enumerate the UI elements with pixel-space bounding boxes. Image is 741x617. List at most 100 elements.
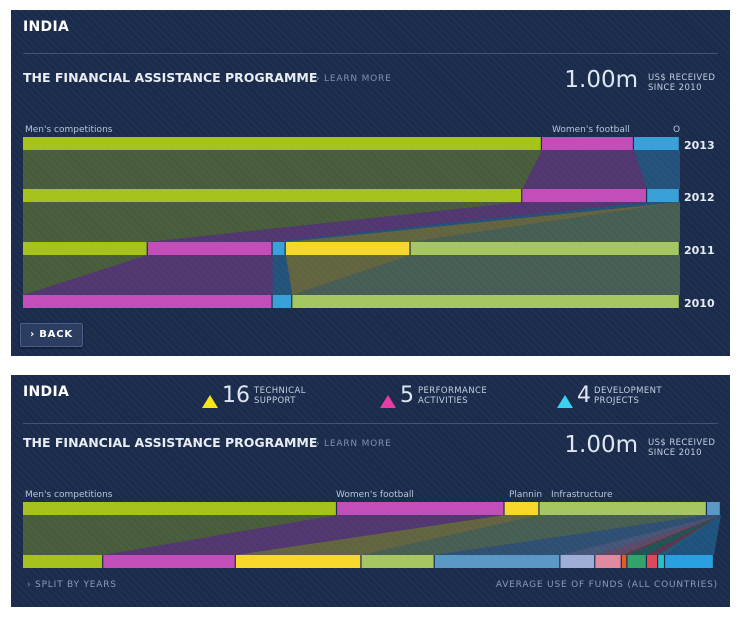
amount-label: US$ RECEIVED SINCE 2010 [648, 73, 715, 93]
flow-band [147, 202, 648, 242]
flow-band [560, 515, 721, 555]
bar-segment[interactable] [627, 555, 646, 568]
flow-band [235, 515, 540, 555]
bar-segment[interactable] [504, 502, 539, 515]
bar-segment[interactable] [23, 242, 147, 255]
flow-band [634, 150, 680, 189]
flow-band [285, 255, 411, 295]
bar-segment[interactable] [634, 137, 679, 150]
split-by-years-link[interactable]: › SPLIT BY YEARS [27, 580, 117, 590]
bar-segment[interactable] [272, 242, 285, 255]
flow-band [627, 515, 721, 555]
flow-band [23, 515, 338, 555]
stat-label-line-2: PROJECTS [594, 396, 640, 406]
flow-band [23, 150, 543, 189]
comparison-flows [23, 515, 721, 555]
segment-label-mens: Men's competitions [25, 490, 113, 500]
flow-band [103, 515, 505, 555]
average-comparison-chart: Men's competitions Women's football Plan… [23, 490, 721, 568]
bar-segment[interactable] [658, 555, 664, 568]
stat-value: 5 [400, 383, 414, 408]
segment-label-planning: Plannin [509, 490, 542, 500]
bar-segment[interactable] [337, 502, 504, 515]
segment-label-other: O [673, 125, 680, 135]
bar-segment[interactable] [103, 555, 235, 568]
stat-value: 16 [222, 383, 250, 408]
bar-segment[interactable] [665, 555, 713, 568]
divider [23, 53, 718, 54]
year-label: 2010 [684, 297, 715, 310]
segment-label-womens: Women's football [552, 125, 630, 135]
learn-more-link[interactable]: › LEARN MORE [316, 74, 392, 84]
bar-segment[interactable] [23, 555, 103, 568]
average-use-label: AVERAGE USE OF FUNDS (ALL COUNTRIES) [495, 580, 718, 590]
triangle-icon [202, 395, 218, 408]
bar-segment[interactable] [272, 295, 292, 308]
flow-band [434, 515, 721, 555]
bar-segment[interactable] [542, 137, 633, 150]
programme-title: THE FINANCIAL ASSISTANCE PROGRAMME [23, 70, 318, 85]
triangle-icon [557, 395, 573, 408]
flow-band [647, 515, 721, 555]
amount-label-line-1: US$ RECEIVED [648, 438, 716, 448]
divider [23, 423, 718, 424]
amount-label-line-2: SINCE 2010 [648, 448, 702, 458]
country-name: INDIA [23, 19, 70, 35]
bar-segment[interactable] [285, 242, 410, 255]
flow-band [23, 255, 273, 295]
bar-segment[interactable] [560, 555, 595, 568]
flow-band [621, 515, 721, 555]
bar-segment[interactable] [707, 502, 720, 515]
amount-received: 1.00m [564, 432, 638, 458]
stat-value: 4 [577, 383, 591, 408]
learn-more-link[interactable]: › LEARN MORE [316, 439, 392, 449]
year-labels: 2013 2012 2011 2010 [684, 139, 715, 310]
bar-segment[interactable] [522, 189, 646, 202]
stat-label-line-1: PERFORMANCE [418, 386, 488, 396]
year-flows [23, 150, 680, 295]
segment-label-womens: Women's football [336, 490, 414, 500]
amount-received: 1.00m [564, 67, 638, 93]
bar-segment[interactable] [23, 137, 541, 150]
flow-band [522, 150, 648, 189]
bar-segment[interactable] [235, 555, 361, 568]
flow-band [361, 515, 708, 555]
years-panel: INDIA THE FINANCIAL ASSISTANCE PROGRAMME… [11, 10, 730, 356]
bar-segment[interactable] [621, 555, 627, 568]
bar-segment[interactable] [292, 295, 679, 308]
programme-title: THE FINANCIAL ASSISTANCE PROGRAMME [23, 435, 318, 450]
bar-segment[interactable] [647, 189, 679, 202]
flow-band [23, 255, 148, 295]
year-label: 2013 [684, 139, 715, 152]
bar-segment[interactable] [434, 555, 560, 568]
years-chart: 2013 2012 2011 2010 Men's competitions Wome… [23, 125, 715, 310]
bar-segment[interactable] [410, 242, 679, 255]
stat-label: DEVELOPMENT PROJECTS [594, 386, 662, 406]
bar-segment[interactable] [23, 295, 272, 308]
bar-segment[interactable] [361, 555, 434, 568]
stat-label-line-2: ACTIVITIES [418, 396, 469, 406]
stat-label-line-1: TECHNICAL [254, 386, 306, 396]
stat-label-line-2: SUPPORT [254, 396, 296, 406]
stat-label: PERFORMANCE ACTIVITIES [418, 386, 487, 406]
bar-segment[interactable] [23, 189, 522, 202]
bar-segment[interactable] [23, 502, 336, 515]
country-name: INDIA [23, 384, 70, 400]
bar-segment[interactable] [539, 502, 706, 515]
flow-band [23, 202, 523, 242]
year-label: 2012 [684, 191, 715, 204]
amount-label-line-1: US$ RECEIVED [648, 73, 716, 83]
segment-label-infrastructure: Infrastructure [551, 490, 613, 500]
flow-band [595, 515, 721, 555]
flow-band [658, 515, 721, 555]
flow-band [272, 202, 680, 242]
amount-label-line-2: SINCE 2010 [648, 83, 702, 93]
bar-segment[interactable] [647, 555, 657, 568]
year-label: 2011 [684, 244, 715, 257]
stat-label: TECHNICAL SUPPORT [254, 386, 306, 406]
bar-segment[interactable] [147, 242, 272, 255]
flow-band [292, 255, 680, 295]
back-button[interactable]: › BACK [20, 323, 83, 347]
bar-segment[interactable] [595, 555, 621, 568]
summary-panel: INDIA 16 TECHNICAL SUPPORT 5 PERFORMANCE… [11, 375, 730, 607]
